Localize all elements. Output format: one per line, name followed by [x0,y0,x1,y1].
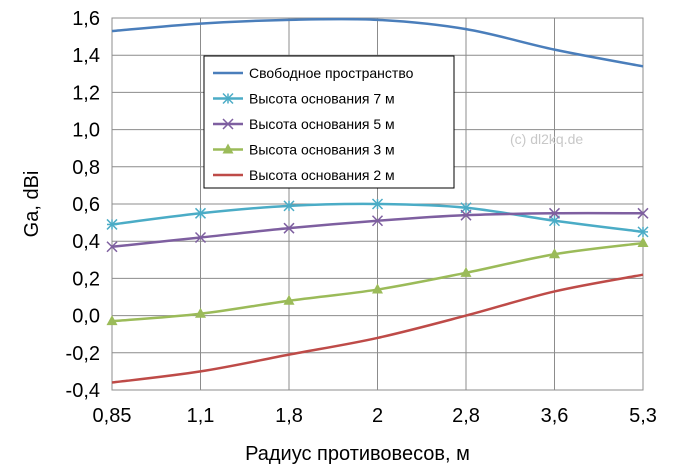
data-point [222,92,234,105]
data-point [549,248,560,259]
y-tick-label: -0,4 [66,380,100,402]
legend-box [203,55,455,189]
series-1 [111,17,644,68]
legend: Свободное пространство Высота основания 7… [203,55,455,189]
data-point [460,266,472,277]
x-tick-labels: 0,85 1,1 1,8 2 2,8 3,6 5,3 [93,405,657,427]
y-axis-title: Ga, dBi [21,171,43,238]
y-tick-label: 0,6 [72,194,100,216]
plot-area-border [111,17,644,391]
x-tick-label: 1,8 [275,405,303,427]
plot-frame [111,17,644,391]
legend-item: Высота основания 7 м [213,91,395,107]
data-point [195,307,206,318]
data-point [548,207,561,219]
y-tick-label: 1,6 [72,8,100,30]
y-tick-label: 0,2 [72,268,100,290]
y-tick-label: 0,8 [72,157,100,179]
legend-label: Свободное пространство [249,65,414,81]
data-point [106,218,118,230]
series-layer [106,17,649,384]
y-tick-label: 1,2 [72,82,100,104]
legend-item: Высота основания 3 м [213,142,395,158]
x-axis-title: Радиус противовесов, м [245,443,470,465]
legend-label: Высота основания 2 м [249,167,395,183]
y-tick-label: -0,2 [66,343,100,365]
watermark: (c) dl2kq.de [510,131,583,147]
y-tick-label: 1,0 [72,120,100,142]
data-point [222,118,234,130]
x-tick-label: 1,1 [187,405,215,427]
legend-label: Высота основания 5 м [249,116,395,132]
data-point [637,237,649,248]
y-tick-label: 0,0 [72,306,100,328]
data-point [637,207,649,219]
data-point [283,200,295,212]
data-point [372,283,383,294]
legend-item: Высота основания 2 м [213,167,395,183]
series-line [111,17,644,68]
legend-item: Высота основания 5 м [213,116,395,132]
data-point [371,215,384,227]
y-tick-label: 1,4 [72,45,100,67]
data-point [637,226,649,238]
y-tick-labels: -0,4 -0,2 0,0 0,2 0,4 0,6 0,8 1,0 1,2 1,4 1,6 [66,8,100,402]
series-2 [106,198,649,238]
legend-item: Свободное пространство [213,65,414,81]
x-tick-label: 0,85 [93,405,132,427]
data-point [283,222,295,234]
x-tick-label: 3,6 [541,405,569,427]
series-5 [111,273,644,384]
x-tick-label: 2,8 [452,405,480,427]
x-tick-label: 2 [372,405,383,427]
series-line [111,273,644,384]
data-point [283,294,295,305]
x-tick-label: 5,3 [629,405,657,427]
legend-label: Высота основания 3 м [249,142,395,158]
data-point [371,198,384,210]
data-point [106,241,118,253]
y-tick-label: 0,4 [72,231,100,253]
data-point [222,143,234,154]
series-3 [106,207,649,253]
data-point [460,209,472,221]
data-point [194,207,207,219]
data-point [194,231,207,244]
series-4 [106,237,649,326]
data-point [106,315,118,326]
legend-label: Высота основания 7 м [249,91,395,107]
